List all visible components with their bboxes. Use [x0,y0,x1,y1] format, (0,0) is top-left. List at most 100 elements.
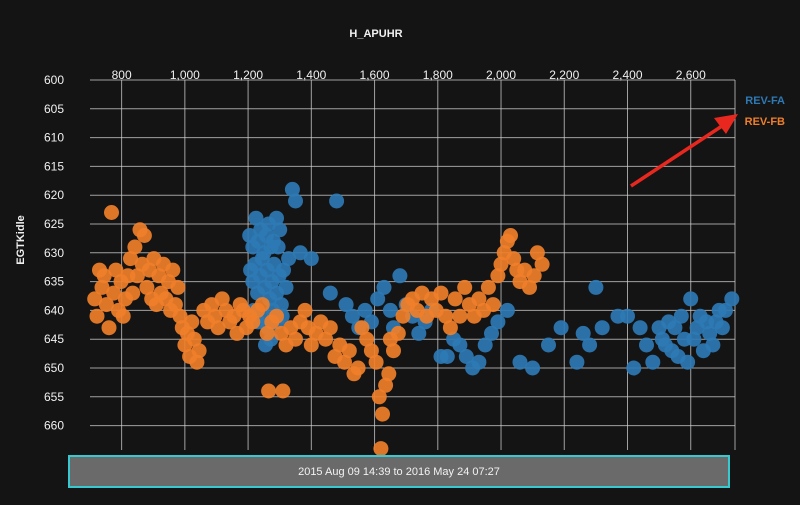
data-point[interactable] [673,308,689,324]
data-point[interactable] [553,320,569,336]
data-point[interactable] [714,320,730,336]
data-point[interactable] [386,343,401,359]
data-point[interactable] [594,320,610,336]
data-point[interactable] [281,251,297,267]
data-point[interactable] [639,337,654,353]
data-point[interactable] [288,193,303,209]
data-point[interactable] [457,279,473,295]
data-point[interactable] [724,291,740,307]
data-point[interactable] [276,262,291,278]
data-point[interactable] [484,325,499,341]
data-point[interactable] [318,331,334,347]
data-point[interactable] [337,354,352,370]
data-point[interactable] [98,297,114,313]
data-point[interactable] [493,256,509,272]
time-range-bar[interactable]: 2015 Aug 09 14:39 to 2016 May 24 07:27 [68,455,730,488]
data-point[interactable] [297,302,313,318]
legend-item[interactable]: REV-FA [745,95,785,107]
data-point[interactable] [439,349,455,364]
data-point[interactable] [686,331,702,347]
data-point[interactable] [626,360,642,376]
data-point[interactable] [718,302,733,318]
data-point[interactable] [139,279,155,295]
data-point[interactable] [261,383,277,399]
data-point[interactable] [254,297,270,313]
data-point[interactable] [442,320,458,336]
data-point[interactable] [344,308,360,324]
data-point[interactable] [632,320,648,336]
data-point[interactable] [136,228,152,243]
data-point[interactable] [529,245,545,261]
legend[interactable]: REV-FA REV-FB [630,95,785,188]
data-point[interactable] [272,222,288,238]
data-point[interactable] [382,302,398,318]
data-point[interactable] [373,441,389,457]
data-point[interactable] [341,343,357,359]
data-point[interactable] [680,354,696,370]
data-point[interactable] [322,285,338,301]
data-point[interactable] [499,302,515,318]
data-point[interactable] [108,262,124,278]
data-point[interactable] [354,320,370,336]
data-point[interactable] [375,406,390,422]
data-point[interactable] [186,331,202,347]
legend-item[interactable]: REV-FB [745,116,785,128]
data-point[interactable] [89,308,105,324]
data-point[interactable] [165,262,181,278]
data-point[interactable] [322,320,338,336]
data-point[interactable] [363,343,379,359]
data-point[interactable] [269,210,284,226]
data-point[interactable] [359,331,375,347]
data-point[interactable] [438,308,454,324]
data-point[interactable] [303,337,319,353]
data-point[interactable] [123,251,138,267]
data-point[interactable] [214,291,230,307]
data-point[interactable] [329,193,345,209]
data-point[interactable] [447,291,463,307]
data-point[interactable] [376,279,392,295]
data-point[interactable] [207,308,223,324]
data-point[interactable] [452,308,468,324]
data-point[interactable] [338,297,354,313]
data-point[interactable] [96,268,112,284]
data-point[interactable] [392,268,408,284]
data-point[interactable] [129,268,145,284]
data-point[interactable] [357,302,373,318]
data-point[interactable] [569,354,585,370]
data-point[interactable] [382,331,398,347]
data-point[interactable] [522,279,537,295]
data-point[interactable] [534,256,550,272]
data-point[interactable] [275,383,291,399]
data-point[interactable] [395,308,411,324]
data-point[interactable] [471,291,487,307]
data-point[interactable] [210,320,226,336]
data-point[interactable] [512,354,528,370]
data-point[interactable] [411,325,427,341]
data-point[interactable] [248,210,264,226]
data-point[interactable] [104,205,119,220]
data-point[interactable] [526,268,542,284]
data-point[interactable] [458,349,474,364]
data-point[interactable] [278,279,294,295]
data-point[interactable] [477,337,493,353]
data-point[interactable] [172,308,188,324]
data-point[interactable] [189,354,205,370]
data-point[interactable] [452,337,468,353]
data-point[interactable] [254,251,270,267]
data-point[interactable] [588,279,604,295]
data-point[interactable] [170,279,186,295]
data-point[interactable] [288,331,303,347]
data-point[interactable] [667,320,683,336]
data-point[interactable] [167,297,183,313]
data-point[interactable] [705,337,721,353]
data-point[interactable] [485,297,501,313]
data-point[interactable] [378,377,394,393]
data-point[interactable] [480,279,496,295]
data-point[interactable] [433,285,449,301]
data-point[interactable] [269,308,284,324]
data-point[interactable] [106,285,122,301]
data-point[interactable] [115,308,131,324]
data-point[interactable] [702,325,718,341]
data-point[interactable] [184,314,200,330]
data-point[interactable] [506,251,522,267]
